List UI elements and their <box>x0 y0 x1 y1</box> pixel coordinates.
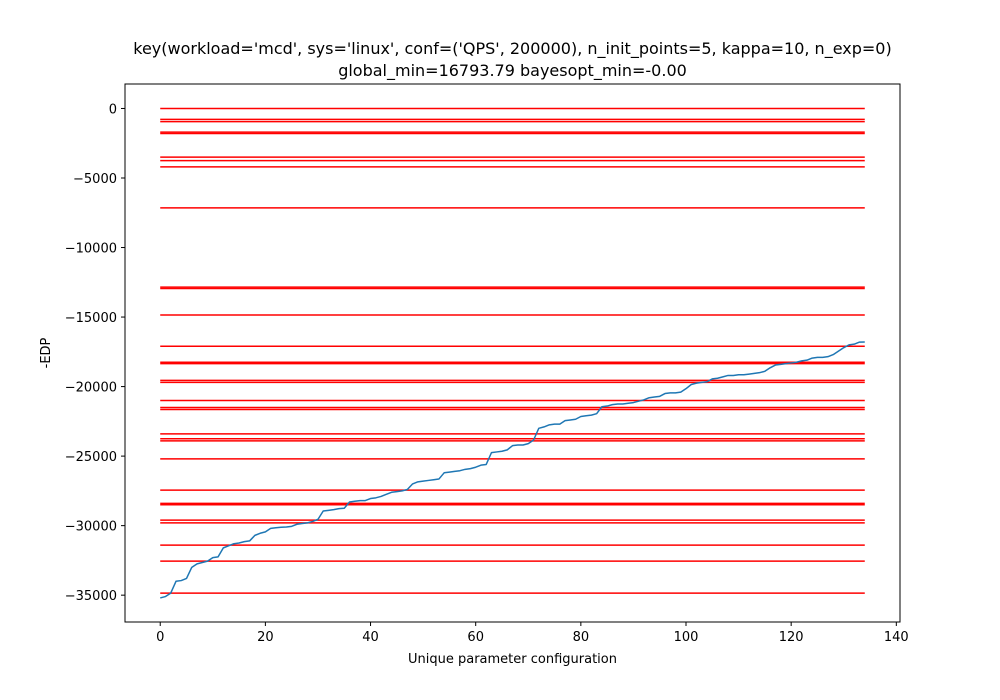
x-tick-label: 100 <box>674 630 699 645</box>
series-line <box>160 341 865 599</box>
x-tick-label: 40 <box>362 630 379 645</box>
chart-title: key(workload='mcd', sys='linux', conf=('… <box>133 39 891 59</box>
y-tick-label: −15000 <box>65 311 117 326</box>
x-tick-label: 120 <box>779 630 804 645</box>
y-tick-label: −5000 <box>73 172 117 187</box>
x-axis-label: Unique parameter configuration <box>408 652 617 667</box>
x-tick-label: 60 <box>467 630 484 645</box>
y-axis-label: -EDP <box>39 337 54 368</box>
y-tick-label: −10000 <box>65 242 117 257</box>
y-axis: 0 −5000 −10000 −15000 −20000 −25000 −30000 −350… <box>65 102 125 604</box>
y-tick-label: −20000 <box>65 381 117 396</box>
y-tick-label: 0 <box>109 102 117 117</box>
x-axis: 0 20 40 60 80 100 120 140 <box>156 622 909 645</box>
y-tick-label: −35000 <box>65 589 117 604</box>
y-tick-label: −25000 <box>65 450 117 465</box>
line-series <box>160 341 865 599</box>
plot-frame <box>124 83 901 623</box>
x-tick-label: 20 <box>257 630 274 645</box>
chart-subtitle: global_min=16793.79 bayesopt_min=-0.00 <box>338 61 687 81</box>
y-tick-label: −30000 <box>65 520 117 535</box>
x-tick-label: 140 <box>884 630 909 645</box>
x-tick-label: 0 <box>156 630 164 645</box>
hline-series <box>160 107 865 594</box>
x-tick-label: 80 <box>573 630 590 645</box>
